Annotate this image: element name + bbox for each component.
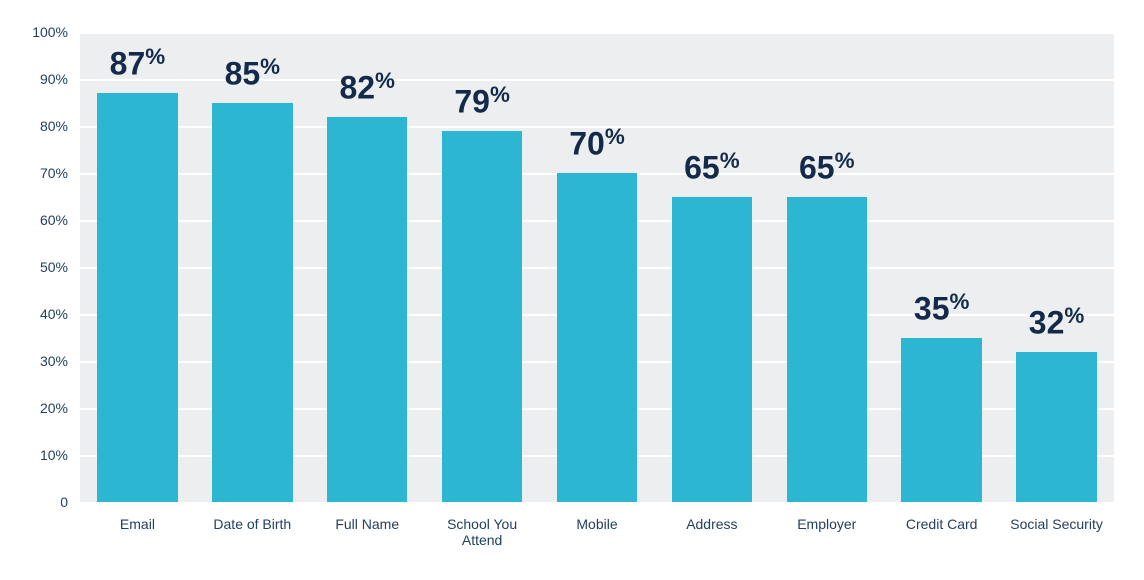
bar — [442, 131, 522, 502]
bar — [672, 197, 752, 503]
bar-value-label: 70% — [569, 123, 625, 163]
y-tick-label: 30% — [28, 353, 68, 369]
x-tick-label: Date of Birth — [195, 516, 310, 532]
y-tick-label: 60% — [28, 212, 68, 228]
y-tick-label: 80% — [28, 118, 68, 134]
x-tick-label: Credit Card — [884, 516, 999, 532]
bar-value-label: 32% — [1029, 302, 1085, 342]
gridline — [80, 502, 1114, 504]
y-tick-label: 20% — [28, 400, 68, 416]
bar-value-label: 87% — [110, 43, 166, 83]
bar — [901, 338, 981, 503]
x-tick-label: Email — [80, 516, 195, 532]
bar — [212, 103, 292, 503]
bar — [327, 117, 407, 502]
y-tick-label: 100% — [28, 24, 68, 40]
plot-area — [80, 32, 1114, 502]
bar — [97, 93, 177, 502]
gridline — [80, 32, 1114, 34]
bar-value-label: 79% — [454, 81, 510, 121]
y-tick-label: 10% — [28, 447, 68, 463]
bar-value-label: 65% — [799, 147, 855, 187]
x-tick-label: Employer — [769, 516, 884, 532]
x-tick-label: School You Attend — [425, 516, 540, 548]
bar — [787, 197, 867, 503]
y-tick-label: 50% — [28, 259, 68, 275]
bar-value-label: 85% — [225, 53, 281, 93]
bar-value-label: 65% — [684, 147, 740, 187]
bar — [1016, 352, 1096, 502]
x-tick-label: Social Security — [999, 516, 1114, 532]
x-tick-label: Address — [654, 516, 769, 532]
bar — [557, 173, 637, 502]
bar-value-label: 82% — [339, 67, 395, 107]
bar-chart: 0 10% 20% 30% 40% 50% 60% 70% 80% 90% 100% 87% Email… — [0, 0, 1144, 580]
y-tick-label: 0 — [28, 494, 68, 510]
x-tick-label: Full Name — [310, 516, 425, 532]
y-tick-label: 40% — [28, 306, 68, 322]
y-tick-label: 90% — [28, 71, 68, 87]
x-tick-label: Mobile — [540, 516, 655, 532]
y-tick-label: 70% — [28, 165, 68, 181]
bar-value-label: 35% — [914, 288, 970, 328]
